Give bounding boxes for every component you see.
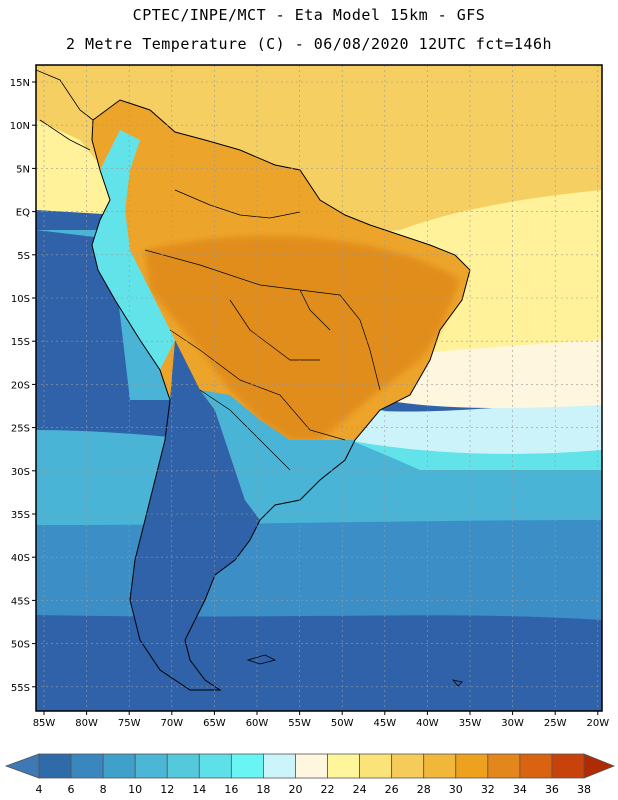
- lat-tick-label: 40S: [11, 553, 30, 564]
- colorbar-segment: [519, 753, 553, 779]
- colorbar-label: 24: [352, 783, 367, 796]
- colorbar-label: 32: [480, 783, 495, 796]
- lat-tick-label: 5S: [17, 251, 30, 262]
- colorbar-segment: [551, 753, 585, 779]
- lat-tick-label: 20S: [11, 380, 30, 391]
- andes-cold: [130, 340, 260, 690]
- lat-tick-label: 50S: [11, 640, 30, 651]
- graticule: [36, 65, 602, 711]
- colorbar-segment: [455, 753, 489, 779]
- lat-tick-label: 55S: [11, 683, 30, 694]
- colorbar: [4, 753, 616, 779]
- lon-tick-label: 85W: [33, 718, 56, 729]
- latitude-ticks: 15N 10N 5N EQ 5S 10S 15S 20S 25S 30S 35S 40S 45S 50S 5…: [10, 78, 36, 694]
- lon-tick-label: 40W: [416, 718, 439, 729]
- lat-tick-label: 25S: [11, 424, 30, 435]
- colorbar-label: 36: [544, 783, 559, 796]
- colorbar-label: 4: [35, 783, 43, 796]
- lat-tick-label: 10N: [10, 121, 30, 132]
- lat-tick-label: 30S: [11, 467, 30, 478]
- andes-north-cool: [92, 130, 175, 370]
- colorbar-segment: [327, 753, 360, 779]
- lon-tick-label: 70W: [160, 718, 183, 729]
- colorbar-segment: [70, 753, 104, 779]
- lat-tick-label: 15S: [11, 337, 30, 348]
- colorbar-segment: [263, 753, 296, 779]
- lon-tick-label: 65W: [203, 718, 226, 729]
- colorbar-arrow-left: [4, 753, 40, 779]
- colorbar-label: 8: [99, 783, 107, 796]
- colorbar-label: 22: [320, 783, 335, 796]
- map-title-line2: 2 Metre Temperature (C) - 06/08/2020 12U…: [65, 35, 553, 53]
- lon-tick-label: 30W: [501, 718, 524, 729]
- colorbar-segment: [102, 753, 136, 779]
- plot-frame: [35, 64, 603, 712]
- colorbar-segment: [166, 753, 200, 779]
- lon-tick-label: 35W: [459, 718, 482, 729]
- colorbar-segment: [391, 753, 425, 779]
- colorbar-label: 16: [224, 783, 239, 796]
- colorbar-label: 34: [512, 783, 527, 796]
- colorbar-arrow-right: [583, 753, 616, 779]
- lat-tick-label: 10S: [11, 294, 30, 305]
- coastline: [91, 99, 471, 691]
- colorbar-segment: [134, 753, 168, 779]
- lon-tick-label: 75W: [118, 718, 141, 729]
- islands: [246, 654, 463, 687]
- lon-tick-label: 60W: [246, 718, 269, 729]
- country-borders: [144, 189, 381, 471]
- lon-tick-label: 80W: [75, 718, 98, 729]
- colorbar-label: 10: [128, 783, 143, 796]
- temperature-field: [36, 65, 602, 711]
- lon-tick-label: 25W: [544, 718, 567, 729]
- lon-tick-label: 45W: [373, 718, 396, 729]
- colorbar-label: 20: [288, 783, 303, 796]
- colorbar-label: 6: [67, 783, 75, 796]
- colorbar-segment: [38, 753, 72, 779]
- colorbar-label: 30: [448, 783, 463, 796]
- lat-tick-label: 35S: [11, 510, 30, 521]
- colorbar-label: 28: [416, 783, 431, 796]
- longitude-ticks: 85W 80W 75W 70W 65W 60W 55W 50W 45W 40W 35W 30W 25W 2…: [33, 711, 609, 729]
- lat-tick-label: EQ: [16, 208, 30, 219]
- colorbar-segment: [423, 753, 457, 779]
- map-title-line1: CPTEC/INPE/MCT - Eta Model 15km - GFS: [132, 6, 486, 24]
- colorbar-segment: [295, 753, 328, 779]
- colorbar-segment: [359, 753, 393, 779]
- colorbar-label: 14: [192, 783, 207, 796]
- hot-interior: [145, 235, 460, 440]
- lon-tick-label: 50W: [331, 718, 354, 729]
- colorbar-label: 38: [577, 783, 591, 796]
- colorbar-segment: [487, 753, 521, 779]
- lon-tick-label: 55W: [288, 718, 311, 729]
- lat-tick-label: 15N: [10, 78, 30, 89]
- lat-tick-label: 5N: [16, 164, 30, 175]
- lat-tick-label: 45S: [11, 596, 30, 607]
- lon-tick-label: 20W: [586, 718, 609, 729]
- colorbar-label: 26: [384, 783, 399, 796]
- south-cone-cool: [200, 390, 355, 520]
- colorbar-segment: [230, 753, 264, 779]
- colorbar-label: 12: [160, 783, 175, 796]
- colorbar-label: 18: [256, 783, 271, 796]
- colorbar-segment: [198, 753, 232, 779]
